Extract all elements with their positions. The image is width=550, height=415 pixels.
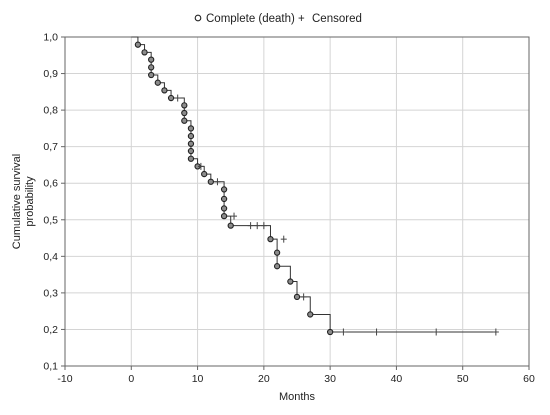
event-marker: [220, 205, 228, 212]
y-tick-label: 0,9: [43, 68, 58, 80]
event-marker: [220, 195, 228, 203]
censor-marker: [340, 328, 347, 336]
event-marker: [287, 278, 294, 285]
y-axis-title-line-2: probability: [24, 176, 36, 227]
censor-marker: [197, 162, 204, 170]
x-axis-ticks: -10 0 10 20 30 40 50 60: [57, 366, 535, 385]
plot-frame: [64, 36, 530, 367]
event-marker: [207, 178, 214, 185]
censor-marker: [260, 222, 267, 230]
event-marker: [161, 87, 168, 94]
event-marker: [220, 186, 228, 193]
y-tick-label: 0,1: [43, 361, 58, 373]
event-marker: [220, 212, 228, 220]
y-tick-label: 0,8: [43, 105, 58, 117]
censor-marker: [254, 222, 261, 230]
event-marker: [187, 132, 195, 140]
x-axis-title: Months: [279, 391, 316, 403]
legend-event-symbol: [194, 14, 202, 22]
event-marker: [227, 222, 234, 229]
x-tick-label: 30: [324, 373, 336, 385]
x-tick-label: 20: [258, 373, 270, 385]
censor-marker: [247, 222, 254, 230]
y-tick-label: 0,5: [43, 214, 58, 226]
x-tick-label: 0: [128, 373, 134, 385]
y-tick-label: 1,0: [43, 32, 58, 44]
event-marker: [187, 155, 195, 162]
event-marker: [148, 71, 155, 79]
event-marker: [181, 102, 188, 109]
event-marker: [134, 41, 142, 48]
censor-marker: [373, 328, 380, 336]
legend-censor-label: Censored: [312, 13, 362, 25]
censor-marker: [280, 235, 287, 243]
event-marker: [267, 236, 274, 243]
event-marker: [201, 170, 208, 178]
y-tick-label: 0,7: [43, 141, 58, 153]
event-marker: [148, 64, 155, 71]
event-marker: [293, 293, 301, 301]
x-tick-label: 50: [457, 373, 469, 385]
event-marker: [273, 249, 281, 256]
event-marker: [181, 109, 188, 117]
x-tick-label: 60: [523, 373, 535, 385]
censor-marker: [492, 328, 499, 336]
event-marker: [307, 311, 314, 318]
event-marker: [326, 328, 334, 336]
y-tick-label: 0,3: [43, 287, 58, 299]
grid: [64, 36, 530, 367]
event-marker: [187, 125, 195, 132]
legend-censor-symbol: +: [298, 13, 305, 25]
legend: Complete (death) + Censored: [194, 13, 362, 25]
censor-marker: [174, 94, 181, 102]
y-tick-label: 0,4: [43, 251, 58, 263]
event-marker: [154, 79, 161, 86]
survival-curve: [131, 36, 496, 333]
event-marker: [273, 263, 281, 270]
event-marker: [167, 94, 175, 102]
censor-markers: [174, 94, 499, 336]
y-axis-title-line-1: Cumulative survival: [11, 154, 23, 249]
event-marker: [187, 147, 195, 155]
y-axis-title: Cumulative survival probability: [11, 154, 36, 249]
y-tick-label: 0,6: [43, 178, 58, 190]
censor-marker: [214, 178, 221, 186]
event-marker: [181, 117, 188, 124]
event-marker: [141, 49, 148, 56]
x-tick-label: 40: [391, 373, 403, 385]
censor-marker: [231, 212, 238, 220]
event-marker: [187, 140, 195, 147]
x-tick-label: -10: [57, 373, 72, 385]
y-tick-label: 0,2: [43, 324, 58, 336]
event-marker: [148, 56, 155, 63]
legend-event-label: Complete (death): [206, 13, 295, 25]
y-axis-ticks: 0,1 0,2 0,3 0,4 0,5 0,6 0,7 0,8 0,9 1,0: [43, 32, 65, 373]
x-tick-label: 10: [192, 373, 204, 385]
event-markers: [134, 41, 334, 336]
censor-marker: [433, 328, 440, 336]
censor-marker: [300, 293, 307, 301]
